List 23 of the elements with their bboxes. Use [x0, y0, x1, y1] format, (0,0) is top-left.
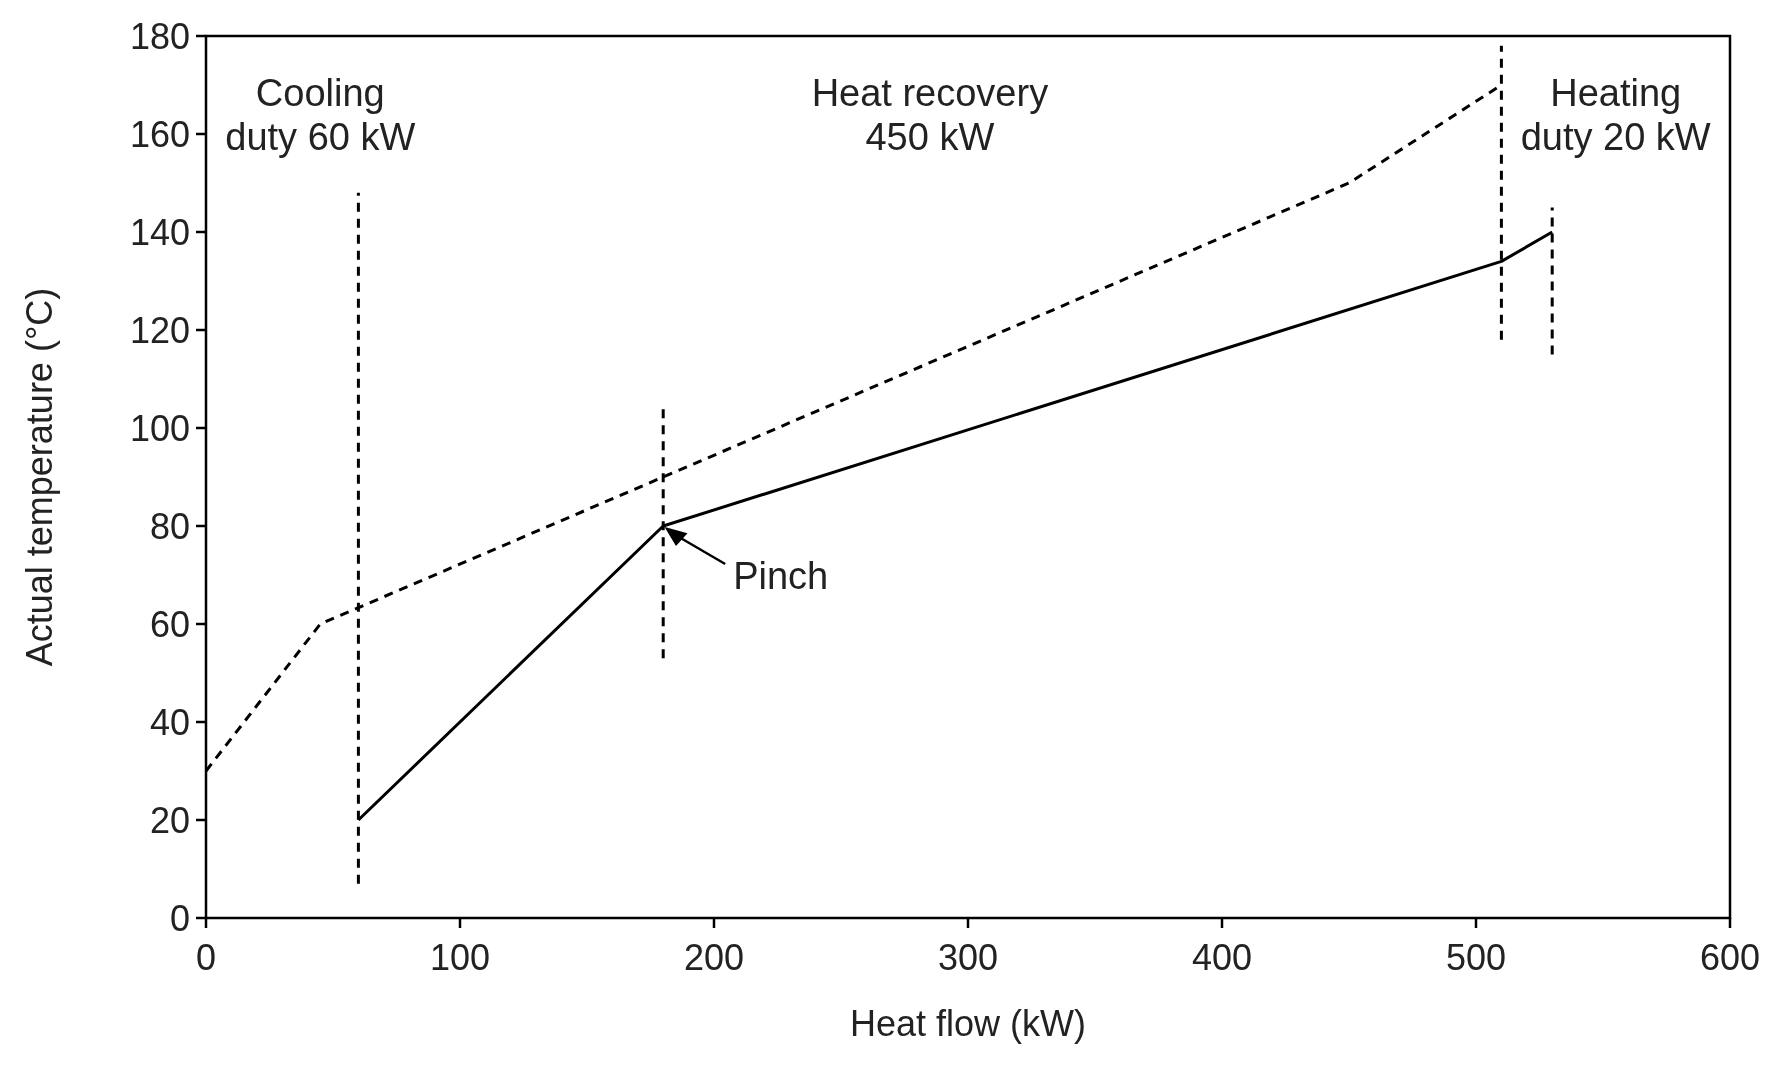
y-tick-label: 100	[129, 407, 190, 449]
x-tick-label: 500	[1445, 937, 1507, 978]
x-tick-label: 100	[429, 937, 491, 978]
y-tick-label: 140	[129, 211, 190, 253]
annotation: Cooling duty 60 kW	[225, 72, 416, 158]
y-tick-label: 60	[149, 603, 190, 645]
y-tick-label: 20	[149, 799, 190, 841]
x-tick-label: 600	[1699, 937, 1761, 978]
x-axis-title: Heat flow (kW)	[849, 1003, 1087, 1044]
x-tick-label: 300	[937, 937, 999, 978]
annotation: Pinch	[733, 555, 829, 598]
y-axis-title: Actual temperature (°C)	[19, 287, 60, 667]
annotation: Heat recovery 450 kW	[811, 72, 1049, 158]
y-tick-label: 120	[129, 309, 190, 351]
x-tick-label: 0	[195, 937, 217, 978]
annotation: Heating duty 20 kW	[1520, 72, 1711, 158]
y-tick-label: 180	[129, 15, 190, 57]
y-tick-label: 40	[149, 701, 190, 743]
y-tick-label: 80	[149, 505, 190, 547]
x-tick-label: 400	[1191, 937, 1253, 978]
x-tick-label: 200	[683, 937, 745, 978]
y-tick-label: 160	[129, 113, 190, 155]
y-tick-label: 0	[169, 897, 190, 939]
